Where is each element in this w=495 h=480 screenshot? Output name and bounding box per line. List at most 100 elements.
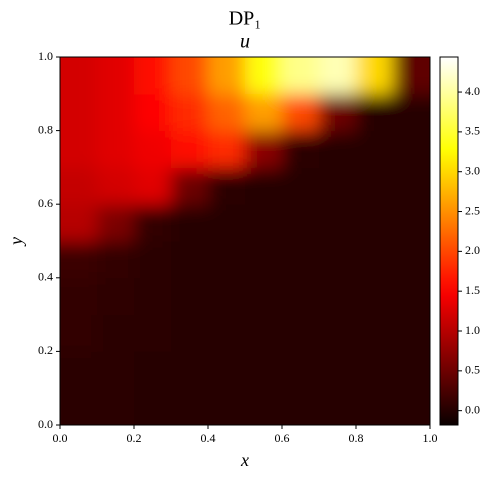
colorbar-tick-label: 3.5 (465, 124, 480, 138)
heatmap-cell (356, 130, 394, 168)
x-tick-label: 0.2 (127, 431, 142, 445)
heatmap-cell (393, 241, 430, 279)
heatmap-cell (282, 314, 320, 352)
heatmap-cell (282, 93, 320, 132)
heatmap-cell (393, 57, 430, 95)
heatmap-cell (97, 93, 135, 132)
heatmap-cell (393, 351, 430, 389)
x-axis-label: x (240, 450, 249, 470)
heatmap-cell (356, 204, 394, 242)
y-tick-label: 0.6 (38, 196, 53, 210)
heatmap-cell (356, 93, 394, 132)
heatmap-cell (356, 57, 394, 95)
heatmap (60, 57, 430, 425)
heatmap-cell (282, 204, 320, 242)
heatmap-cell (171, 277, 209, 316)
heatmap-cell (134, 57, 172, 95)
heatmap-cell (319, 93, 357, 132)
heatmap-cell (134, 130, 172, 168)
heatmap-cell (208, 93, 246, 132)
heatmap-cell (393, 130, 430, 168)
heatmap-cell (60, 167, 98, 205)
colorbar (440, 57, 458, 425)
y-tick-label: 0.4 (38, 270, 53, 284)
heatmap-cell (319, 241, 357, 279)
heatmap-cell (60, 93, 98, 132)
y-tick-label: 0.2 (38, 343, 53, 357)
heatmap-cell (282, 351, 320, 389)
y-axis-label: y (6, 237, 26, 247)
heatmap-cell (319, 167, 357, 205)
heatmap-cell (393, 93, 430, 132)
heatmap-cell (245, 57, 283, 95)
heatmap-cell (60, 388, 98, 425)
plot-frame (59, 56, 431, 426)
heatmap-cell (245, 277, 283, 316)
heatmap-cell (171, 204, 209, 242)
heatmap-cell (134, 277, 172, 316)
heatmap-cell (134, 314, 172, 352)
heatmap-cell (208, 351, 246, 389)
heatmap-cell (356, 388, 394, 425)
heatmap-cell (356, 241, 394, 279)
heatmap-cell (97, 351, 135, 389)
y-tick-label: 0.0 (38, 417, 53, 431)
heatmap-cell (97, 388, 135, 425)
x-tick-label: 0.0 (53, 431, 68, 445)
heatmap-cell (282, 167, 320, 205)
heatmap-cell (171, 388, 209, 425)
heatmap-cell (245, 388, 283, 425)
heatmap-cell (282, 388, 320, 425)
heatmap-cell (134, 388, 172, 425)
heatmap-cell (60, 351, 98, 389)
heatmap-cell (356, 351, 394, 389)
heatmap-cell (245, 241, 283, 279)
heatmap-cell (171, 93, 209, 132)
heatmap-cell (282, 241, 320, 279)
heatmap-cell (134, 167, 172, 205)
colorbar-tick-label: 0.0 (465, 402, 480, 416)
heatmap-cell (208, 241, 246, 279)
heatmap-cell (171, 167, 209, 205)
heatmap-cell (60, 314, 98, 352)
x-tick-label: 0.8 (349, 431, 364, 445)
heatmap-cell (97, 130, 135, 168)
heatmap-cell (356, 314, 394, 352)
heatmap-cell (319, 314, 357, 352)
heatmap-cell (393, 167, 430, 205)
heatmap-cell (171, 314, 209, 352)
heatmap-cell (208, 130, 246, 168)
heatmap-cell (171, 130, 209, 168)
heatmap-cell (208, 204, 246, 242)
heatmap-cell (97, 167, 135, 205)
heatmap-cell (134, 93, 172, 132)
heatmap-cell (60, 130, 98, 168)
heatmap-cell (97, 241, 135, 279)
heatmap-cell (393, 204, 430, 242)
heatmap-cell (245, 93, 283, 132)
heatmap-cell (97, 204, 135, 242)
x-tick-label: 0.4 (201, 431, 216, 445)
colorbar-tick-label: 3.0 (465, 163, 480, 177)
y-tick-label: 1.0 (38, 49, 53, 63)
colorbar-frame (439, 56, 459, 426)
heatmap-cell (208, 314, 246, 352)
heatmap-cell (134, 351, 172, 389)
heatmap-cell (245, 167, 283, 205)
x-tick-label: 0.6 (275, 431, 290, 445)
heatmap-cell (97, 277, 135, 316)
heatmap-cell (60, 277, 98, 316)
y-tick-label: 0.8 (38, 122, 53, 136)
heatmap-cell (245, 351, 283, 389)
chart-subtitle: u (240, 31, 250, 53)
heatmap-cell (245, 204, 283, 242)
heatmap-cell (319, 130, 357, 168)
heatmap-cell (60, 204, 98, 242)
heatmap-cell (208, 388, 246, 425)
colorbar-tick-label: 4.0 (465, 84, 480, 98)
heatmap-cell (282, 57, 320, 95)
heatmap-cell (319, 277, 357, 316)
heatmap-cell (282, 130, 320, 168)
heatmap-cell (245, 130, 283, 168)
